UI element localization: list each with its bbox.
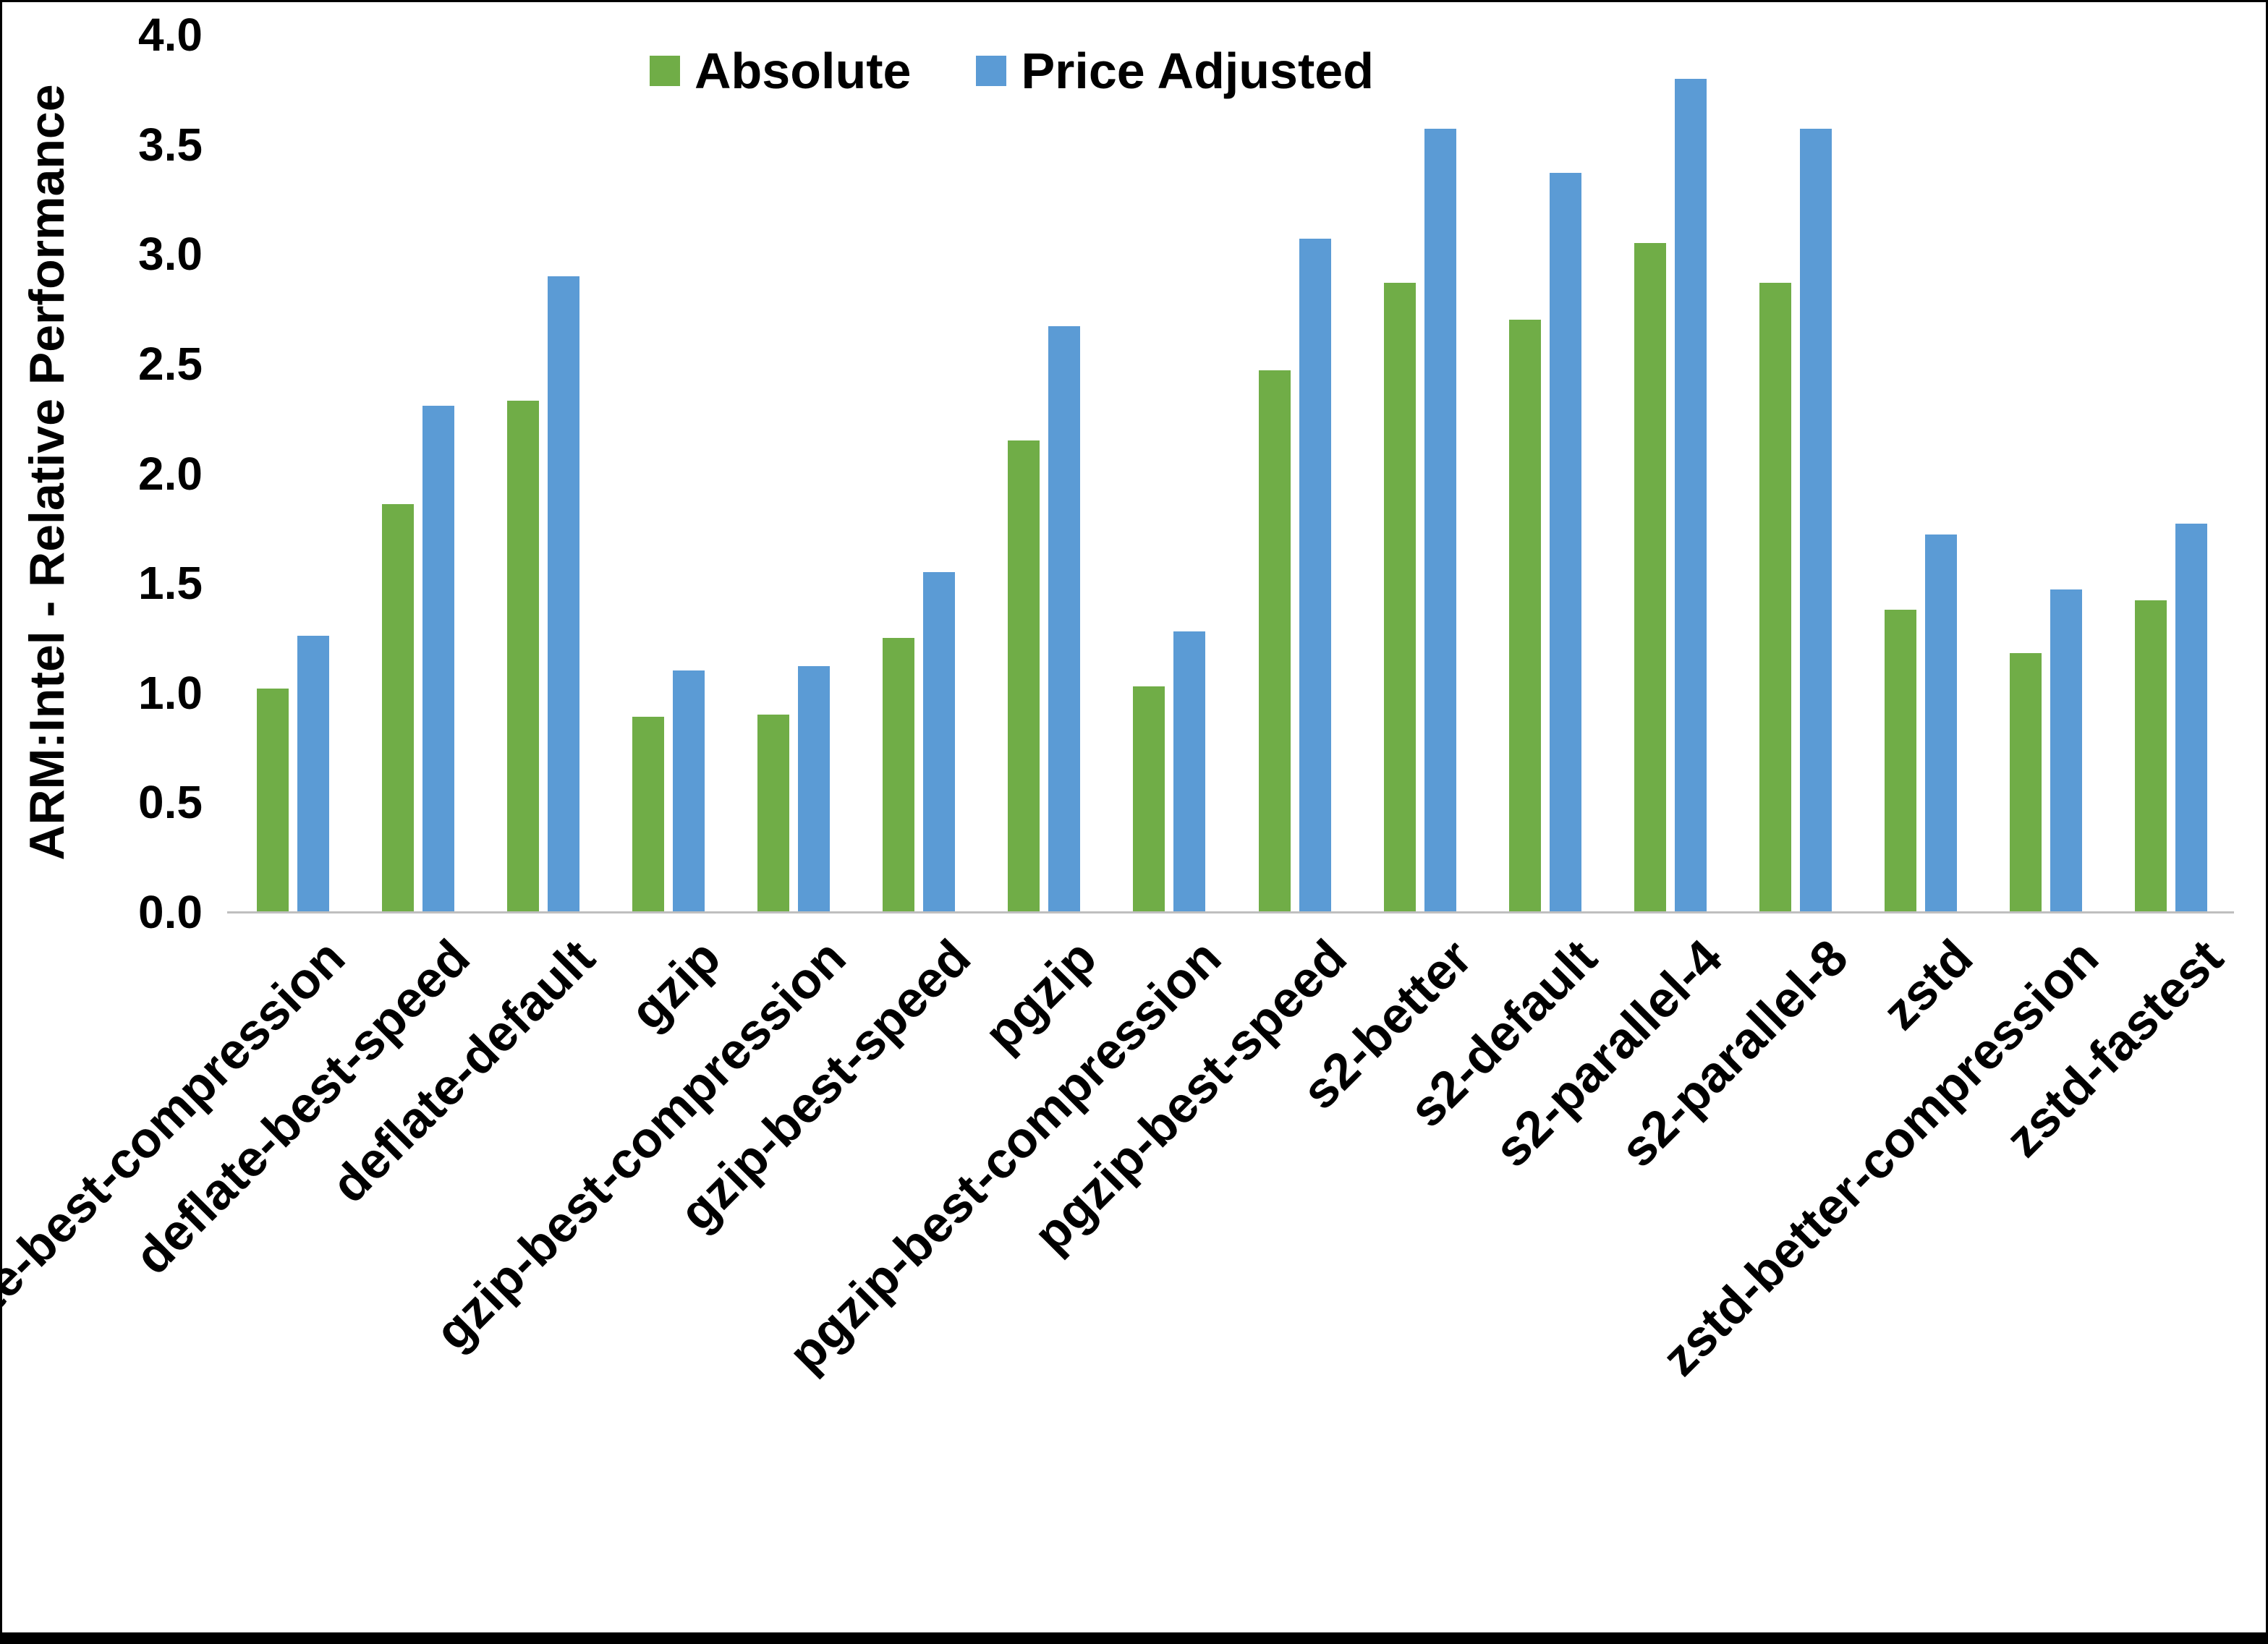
legend-item: Absolute	[650, 46, 911, 96]
bar-price-adjusted	[547, 276, 579, 912]
bar-group	[1357, 35, 1482, 912]
bar-price-adjusted	[297, 635, 329, 912]
bar-price-adjusted	[1173, 631, 1206, 912]
bar-absolute	[1383, 282, 1416, 912]
bar-absolute	[1634, 243, 1666, 912]
y-axis-tick-labels: 0.0 0.5 1.0 1.5 2.0 2.5 3.0 3.5 4.0	[2, 12, 216, 935]
bar-series	[230, 35, 2234, 912]
bar-price-adjusted	[1800, 129, 1832, 912]
x-axis-label: gzip	[619, 929, 731, 1041]
bar-price-adjusted	[1674, 78, 1707, 912]
bar-absolute	[1508, 320, 1541, 912]
bar-price-adjusted	[1549, 173, 1581, 912]
bar-absolute	[506, 401, 539, 912]
legend-swatch	[976, 56, 1007, 86]
bar-price-adjusted	[1299, 239, 1331, 912]
bar-price-adjusted	[1424, 129, 1456, 912]
y-tick-label: 0.5	[138, 776, 203, 829]
bar-absolute	[1258, 370, 1291, 912]
bar-absolute	[1759, 282, 1792, 912]
x-axis-label: deflate-best-compression	[0, 929, 355, 1405]
bar-price-adjusted	[1925, 534, 1958, 912]
bar-group	[2109, 35, 2234, 912]
bar-group	[731, 35, 857, 912]
bar-absolute	[2010, 653, 2042, 912]
bar-group	[1107, 35, 1232, 912]
bar-group	[857, 35, 982, 912]
bar-group	[1984, 35, 2109, 912]
legend-swatch	[650, 56, 680, 86]
legend-label: Price Adjusted	[1021, 43, 1374, 99]
bar-absolute	[1008, 440, 1040, 912]
bar-group	[1482, 35, 1607, 912]
y-tick-label: 1.5	[138, 557, 203, 610]
bar-price-adjusted	[672, 670, 705, 912]
y-tick-label: 3.0	[138, 228, 203, 281]
bar-absolute	[757, 715, 790, 912]
x-axis-line	[227, 911, 2234, 913]
y-tick-label: 3.5	[138, 118, 203, 171]
bar-price-adjusted	[798, 666, 831, 912]
bar-group	[606, 35, 731, 912]
bar-price-adjusted	[1048, 326, 1081, 912]
y-tick-label: 2.5	[138, 337, 203, 390]
bar-absolute	[883, 637, 915, 912]
bar-absolute	[381, 503, 414, 912]
legend: Absolute Price Adjusted	[650, 46, 1374, 96]
y-tick-label: 1.0	[138, 666, 203, 719]
bar-group	[982, 35, 1107, 912]
legend-item: Price Adjusted	[976, 46, 1374, 96]
bar-price-adjusted	[2050, 589, 2083, 912]
y-tick-label: 2.0	[138, 447, 203, 500]
bar-group	[355, 35, 480, 912]
bar-absolute	[1133, 686, 1165, 912]
bar-price-adjusted	[2175, 524, 2208, 912]
bar-group	[230, 35, 355, 912]
x-axis-label: zstd	[1872, 929, 1984, 1041]
y-tick-label: 0.0	[138, 886, 203, 938]
bar-group	[1859, 35, 1984, 912]
bar-group	[1232, 35, 1357, 912]
legend-label: Absolute	[695, 43, 912, 99]
bar-group	[1733, 35, 1859, 912]
bar-price-adjusted	[923, 571, 956, 912]
plot-area: Absolute Price Adjusted	[227, 35, 2234, 913]
bar-absolute	[2135, 600, 2167, 912]
bar-group	[480, 35, 606, 912]
bar-absolute	[632, 717, 664, 912]
bar-group	[1607, 35, 1733, 912]
bar-absolute	[1885, 609, 1917, 912]
bar-price-adjusted	[422, 405, 454, 912]
bar-absolute	[256, 688, 289, 912]
y-tick-label: 4.0	[138, 9, 203, 61]
